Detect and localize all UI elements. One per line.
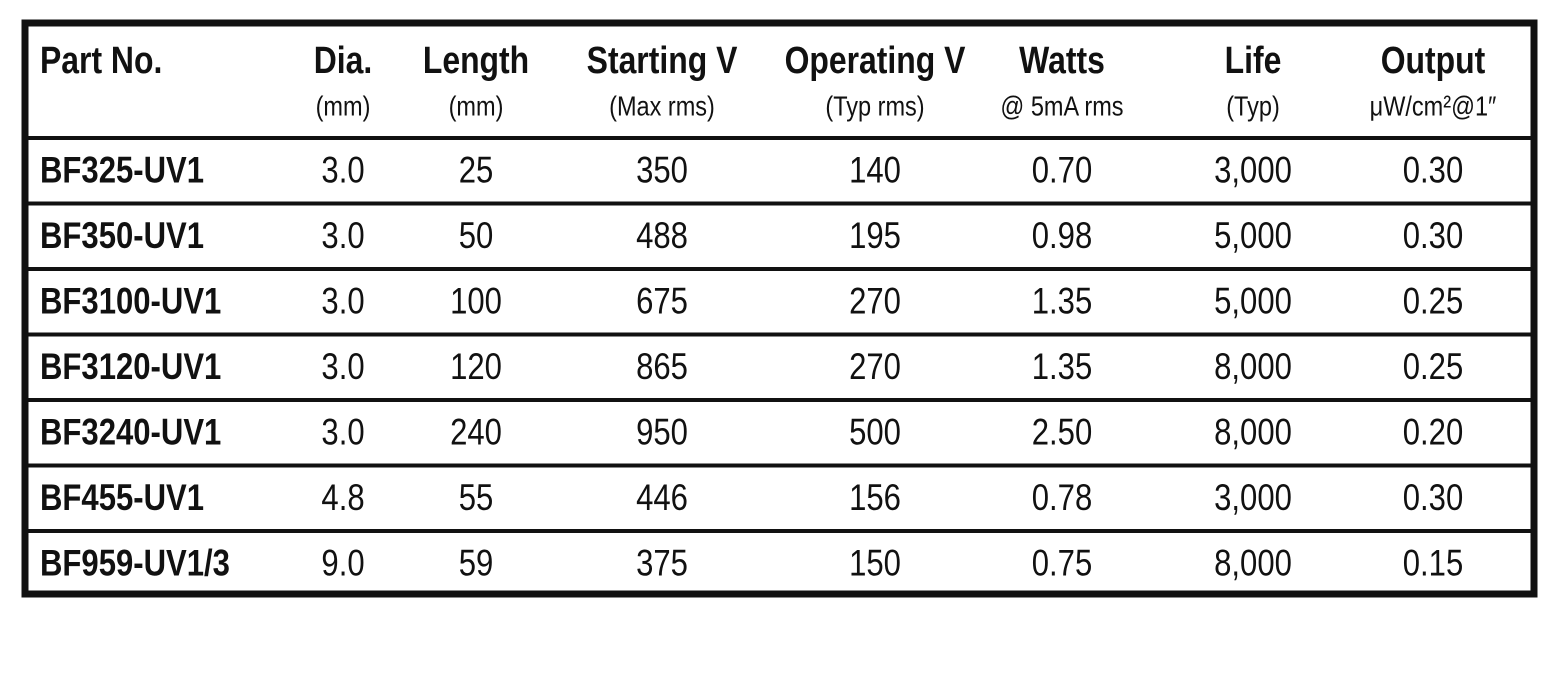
cell: 1.35 <box>1032 347 1092 388</box>
cell: 0.25 <box>1403 347 1463 388</box>
cell: 8,000 <box>1214 412 1292 453</box>
part-number: BF455-UV1 <box>40 478 204 519</box>
cell: 675 <box>636 281 688 322</box>
cell: 100 <box>450 281 502 322</box>
cell: 0.30 <box>1403 150 1463 191</box>
cell: 3.0 <box>321 412 364 453</box>
part-number: BF350-UV1 <box>40 216 204 257</box>
column-title: Output <box>1381 39 1486 81</box>
cell: 5,000 <box>1214 216 1292 257</box>
cell: 0.70 <box>1032 150 1092 191</box>
cell: 55 <box>459 478 494 519</box>
column-subtitle: (mm) <box>449 92 504 122</box>
column-subtitle: (Typ rms) <box>825 92 924 122</box>
cell: 25 <box>459 150 494 191</box>
cell: 1.35 <box>1032 281 1092 322</box>
cell: 0.75 <box>1032 543 1092 584</box>
column-title: Watts <box>1019 39 1105 81</box>
cell: 350 <box>636 150 688 191</box>
cell: 2.50 <box>1032 412 1092 453</box>
column-subtitle: @ 5mA rms <box>1000 92 1123 122</box>
cell: 488 <box>636 216 688 257</box>
cell: 0.30 <box>1403 478 1463 519</box>
cell: 865 <box>636 347 688 388</box>
part-number: BF3100-UV1 <box>40 281 221 322</box>
column-subtitle: (mm) <box>316 92 371 122</box>
cell: 3,000 <box>1214 478 1292 519</box>
cell: 3,000 <box>1214 150 1292 191</box>
table-border <box>21 19 1538 598</box>
column-subtitle: μW/cm²@1″ <box>1370 92 1497 122</box>
column-subtitle: (Typ) <box>1226 92 1280 122</box>
cell: 3.0 <box>321 150 364 191</box>
column-title: Length <box>423 39 529 81</box>
cell: 500 <box>849 412 901 453</box>
cell: 240 <box>450 412 502 453</box>
part-number: BF3120-UV1 <box>40 347 221 388</box>
cell: 140 <box>849 150 901 191</box>
cell: 9.0 <box>321 543 364 584</box>
cell: 8,000 <box>1214 347 1292 388</box>
cell: 4.8 <box>321 478 364 519</box>
cell: 950 <box>636 412 688 453</box>
cell: 3.0 <box>321 347 364 388</box>
cell: 156 <box>849 478 901 519</box>
part-number: BF959-UV1/3 <box>40 543 230 584</box>
cell: 3.0 <box>321 216 364 257</box>
column-subtitle: (Max rms) <box>609 92 715 122</box>
cell: 195 <box>849 216 901 257</box>
part-number: BF325-UV1 <box>40 150 204 191</box>
cell: 120 <box>450 347 502 388</box>
cell: 150 <box>849 543 901 584</box>
part-number: BF3240-UV1 <box>40 412 221 453</box>
column-title: Starting V <box>587 39 738 81</box>
cell: 0.78 <box>1032 478 1092 519</box>
cell: 0.30 <box>1403 216 1463 257</box>
cell: 8,000 <box>1214 543 1292 584</box>
cell: 5,000 <box>1214 281 1292 322</box>
cell: 270 <box>849 347 901 388</box>
cell: 50 <box>459 216 494 257</box>
column-title: Operating V <box>785 39 966 81</box>
cell: 0.98 <box>1032 216 1092 257</box>
cell: 446 <box>636 478 688 519</box>
cell: 0.15 <box>1403 543 1463 584</box>
cell: 0.25 <box>1403 281 1463 322</box>
cell: 375 <box>636 543 688 584</box>
column-title: Part No. <box>40 39 162 81</box>
column-title: Life <box>1225 39 1282 81</box>
cell: 270 <box>849 281 901 322</box>
cell: 59 <box>459 543 494 584</box>
column-title: Dia. <box>314 39 373 81</box>
cell: 0.20 <box>1403 412 1463 453</box>
cell: 3.0 <box>321 281 364 322</box>
